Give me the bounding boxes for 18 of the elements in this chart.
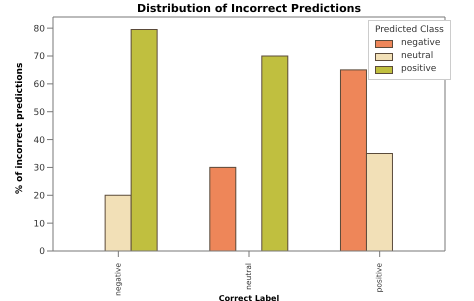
y-tick-label: 20 bbox=[34, 191, 46, 202]
legend-label: positive bbox=[400, 63, 438, 76]
y-tick-label: 30 bbox=[34, 164, 46, 174]
legend-title: Predicted Class bbox=[375, 24, 444, 37]
y-tick-label: 50 bbox=[34, 108, 46, 118]
bar bbox=[209, 166, 236, 251]
y-tick-label: 80 bbox=[34, 24, 46, 34]
bar bbox=[261, 56, 288, 251]
y-tick-label: 0 bbox=[39, 247, 46, 258]
legend-label: negative bbox=[400, 37, 442, 50]
y-tick-label: 60 bbox=[34, 80, 46, 90]
y-tick-label: 70 bbox=[34, 52, 46, 62]
chart-title: Distribution of Incorrect Predictions bbox=[136, 2, 362, 15]
legend-label: neutral bbox=[400, 50, 434, 63]
y-tick-label: 10 bbox=[34, 219, 46, 230]
x-axis-title: Correct Label bbox=[218, 294, 280, 301]
y-axis-title: % of incorrect predictions bbox=[15, 62, 26, 194]
y-tick-label: 40 bbox=[34, 136, 46, 146]
